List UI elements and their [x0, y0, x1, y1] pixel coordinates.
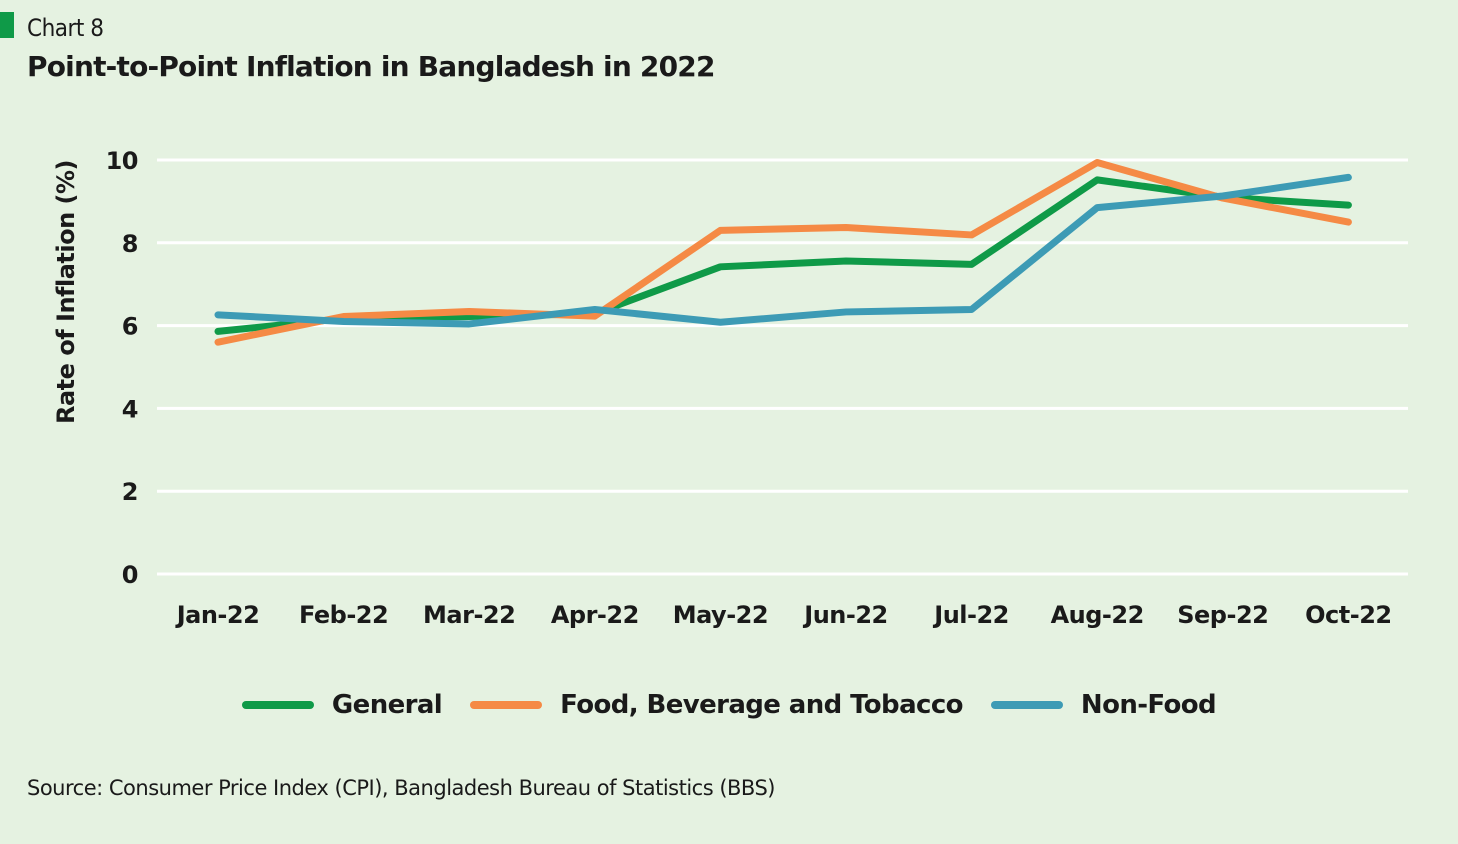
x-tick-label: Sep-22 [1177, 601, 1268, 629]
x-tick-label: Oct-22 [1305, 601, 1391, 629]
legend-label: Non-Food [1080, 690, 1217, 720]
x-tick-label: May-22 [673, 601, 768, 629]
x-tick-label: Apr-22 [551, 601, 639, 629]
y-tick-label: 8 [122, 230, 138, 258]
legend: General Food, Beverage and Tobacco Non-Foo… [0, 690, 1458, 720]
x-tick-label: Feb-22 [299, 601, 388, 629]
legend-swatch [470, 701, 543, 709]
series-line-general [214, 176, 1352, 335]
y-tick-label: 0 [122, 561, 138, 589]
chart-number: Chart 8 [27, 14, 104, 42]
source-note: Source: Consumer Price Index (CPI), Bang… [27, 776, 776, 800]
x-tick-label: Jun-22 [802, 601, 887, 629]
y-tick-label: 10 [106, 147, 138, 175]
x-tick-label: Aug-22 [1051, 601, 1144, 629]
legend-label: General [331, 690, 443, 720]
legend-item: Food, Beverage and Tobacco [470, 690, 964, 720]
series-line-non-food [214, 173, 1352, 328]
legend-swatch [241, 701, 314, 709]
x-tick-label: Jan-22 [175, 601, 260, 629]
series-line-food-beverage-and-tobacco [214, 158, 1352, 346]
legend-swatch [990, 701, 1063, 709]
y-tick-label: 6 [122, 313, 138, 341]
x-tick-label: Jul-22 [932, 601, 1009, 629]
legend-item: Non-Food [990, 690, 1217, 720]
y-tick-label: 4 [122, 395, 138, 423]
y-axis-label: Rate of Inflation (%) [52, 160, 80, 424]
legend-label: Food, Beverage and Tobacco [560, 690, 963, 720]
y-tick-label: 2 [122, 478, 138, 506]
chart-title: Point-to-Point Inflation in Bangladesh i… [27, 50, 715, 83]
legend-item: General [241, 690, 443, 720]
x-tick-label: Mar-22 [423, 601, 515, 629]
accent-bar [0, 12, 14, 38]
